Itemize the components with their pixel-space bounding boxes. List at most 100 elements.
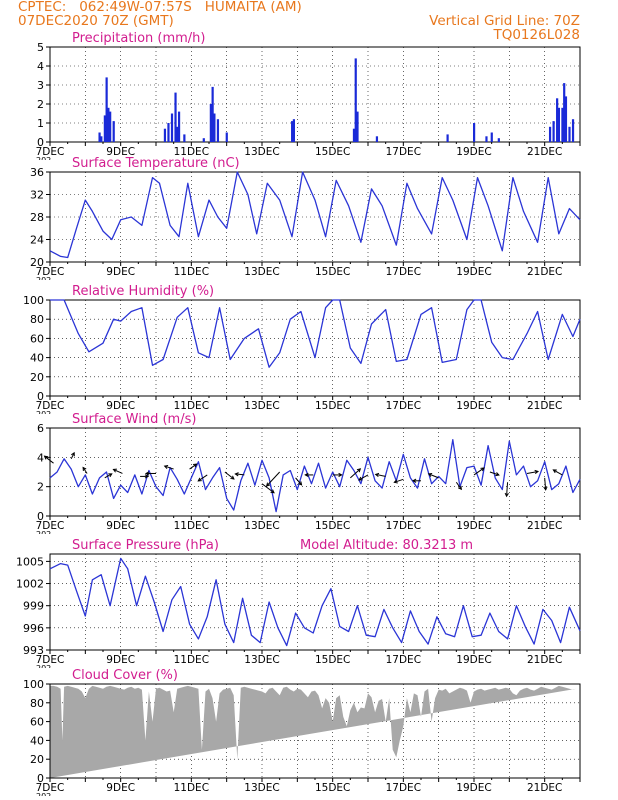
- x-tick-label: 15DEC: [315, 782, 350, 794]
- wind-arrow: [506, 482, 509, 497]
- precip-bar: [568, 126, 571, 142]
- x-tick-label: 13DEC: [244, 654, 279, 666]
- cloud-cover-area: [50, 685, 577, 778]
- y-tick-label: 40: [30, 352, 44, 365]
- wind-arrow: [189, 463, 197, 470]
- precip-bar: [176, 126, 179, 142]
- panel-frame: [49, 299, 581, 397]
- wind-arrow-head: [457, 485, 462, 491]
- y-tick-label: 996: [23, 622, 44, 635]
- precip-bar: [561, 107, 564, 142]
- panel-title: Relative Humidity (%): [72, 284, 214, 299]
- x-tick-label: 17DEC: [386, 266, 421, 278]
- panel-title: Surface Temperature (nC): [72, 156, 240, 171]
- series-line: [49, 171, 581, 259]
- x-tick-label: 21DEC: [527, 782, 562, 794]
- x-tick-label: 13DEC: [244, 782, 279, 794]
- wind-arrow: [104, 473, 113, 479]
- wind-arrow-head: [552, 469, 557, 474]
- y-tick-label: 0: [37, 136, 44, 149]
- wind-arrow-head: [144, 471, 150, 476]
- x-tick-label: 17DEC: [386, 782, 421, 794]
- wind-arrow: [266, 471, 281, 487]
- precip-bar: [485, 136, 488, 142]
- wind-arrow: [473, 467, 485, 476]
- x-tick-label: 13DEC: [244, 400, 279, 412]
- precip-bar: [98, 132, 101, 142]
- wind-arrow: [70, 452, 75, 460]
- series-line: [49, 439, 581, 513]
- y-tick-label: 0: [37, 510, 44, 523]
- y-tick-label: 993: [23, 644, 44, 657]
- x-tick-label: 21DEC: [527, 146, 562, 158]
- wind-arrow: [82, 467, 88, 474]
- precip-bar: [109, 111, 112, 142]
- x-tick-label: 19DEC: [456, 146, 491, 158]
- panel-2: [46, 299, 581, 400]
- wind-arrow-head: [356, 468, 362, 473]
- y-tick-label: 4: [37, 60, 44, 73]
- x-tick-label: 11DEC: [174, 266, 209, 278]
- wind-arrow-head: [230, 475, 235, 480]
- y-tick-label: 0: [37, 772, 44, 785]
- wind-arrow-head: [298, 481, 303, 486]
- y-tick-label: 2: [37, 98, 44, 111]
- x-tick-label: 21DEC: [527, 266, 562, 278]
- precip-bar: [557, 107, 560, 142]
- x-tick-label: 17DEC: [386, 400, 421, 412]
- x-tick-label: 19DEC: [456, 520, 491, 532]
- y-tick-label: 60: [30, 716, 44, 729]
- y-tick-label: 999: [23, 600, 44, 613]
- wind-arrow-head: [393, 479, 398, 484]
- wind-arrow: [455, 481, 462, 490]
- precip-bar: [354, 58, 357, 142]
- wind-arrow-head: [43, 455, 49, 460]
- y-tick-label: 28: [30, 211, 44, 224]
- x-tick-label: 13DEC: [244, 520, 279, 532]
- wind-arrow: [197, 474, 208, 482]
- precip-bar: [105, 77, 108, 142]
- wind-arrow: [553, 469, 563, 476]
- panel-4: [46, 553, 581, 654]
- y-tick-label: 1002: [16, 578, 44, 591]
- wind-arrow: [164, 465, 174, 470]
- wind-arrow-head: [193, 463, 198, 468]
- x-tick-label: 13DEC: [244, 146, 279, 158]
- wind-arrow: [44, 455, 54, 464]
- y-tick-label: 40: [30, 734, 44, 747]
- panel-3: [43, 427, 581, 520]
- wind-arrow-head: [304, 472, 309, 478]
- year-label-clipped: 202: [36, 276, 51, 285]
- y-tick-label: 0: [37, 390, 44, 403]
- header-date: 07DEC2020 70Z (GMT): [18, 13, 174, 29]
- wind-arrow: [375, 473, 386, 477]
- precip-bar: [497, 138, 500, 142]
- x-tick-label: 21DEC: [527, 654, 562, 666]
- y-tick-label: 60: [30, 332, 44, 345]
- precip-bar: [292, 119, 295, 142]
- x-tick-label: 19DEC: [456, 400, 491, 412]
- x-tick-label: 9DEC: [106, 146, 135, 158]
- x-tick-label: 21DEC: [527, 400, 562, 412]
- x-tick-label: 7DEC: [36, 146, 65, 158]
- wind-arrow: [261, 483, 275, 494]
- wind-arrow-head: [534, 469, 540, 475]
- wind-arrow-head: [82, 466, 87, 471]
- precip-bar: [356, 111, 359, 142]
- wind-arrow-head: [338, 472, 343, 478]
- x-tick-label: 7DEC: [36, 266, 65, 278]
- panel-title: Cloud Cover (%): [72, 668, 178, 683]
- header-model-id: TQ0126L028: [493, 27, 580, 43]
- panel-0: [46, 46, 581, 146]
- panel-frame: [49, 553, 581, 651]
- wind-arrow: [349, 468, 361, 479]
- wind-arrow-head: [427, 472, 433, 477]
- wind-arrow-head: [234, 472, 239, 477]
- x-tick-label: 9DEC: [106, 266, 135, 278]
- year-label-clipped: 202: [36, 792, 51, 800]
- x-tick-label: 17DEC: [386, 654, 421, 666]
- wind-arrow-head: [163, 464, 169, 469]
- precip-bar: [352, 128, 356, 142]
- precip-bar: [446, 134, 449, 142]
